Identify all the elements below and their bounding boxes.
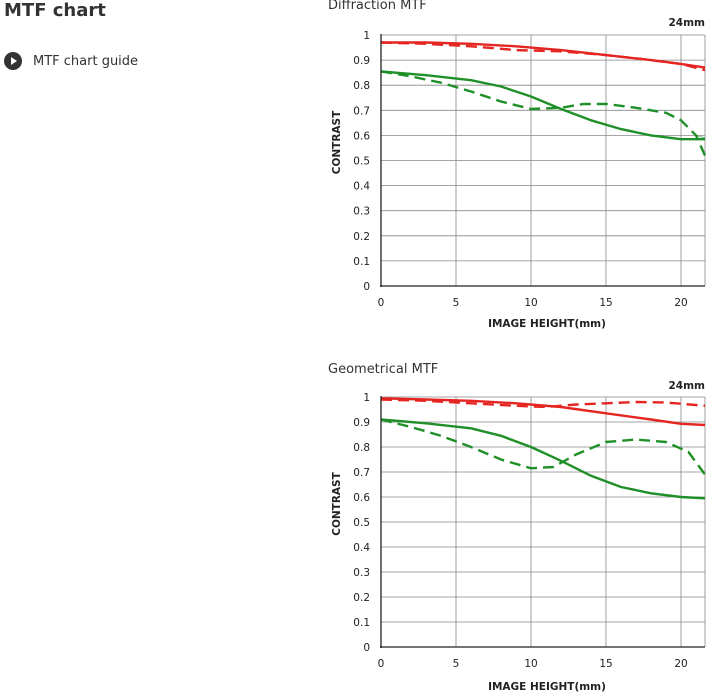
y-axis-label: CONTRAST bbox=[331, 110, 343, 174]
y-tick-label: 0.7 bbox=[353, 467, 370, 479]
geometrical-mtf-plot: 00.10.20.30.40.50.60.70.80.910 5 10 15 20IMA… bbox=[331, 380, 706, 693]
y-tick-label: 0 bbox=[363, 281, 370, 293]
mtf-series-line-1 bbox=[380, 398, 706, 409]
x-tick-label: 15 bbox=[599, 658, 612, 670]
mtf-series-line-2 bbox=[380, 70, 705, 141]
play-triangle-icon bbox=[11, 57, 17, 65]
x-tick-label: 5 bbox=[453, 658, 460, 670]
chart-title: Diffraction MTF bbox=[328, 0, 427, 13]
x-tick-label: 20 bbox=[674, 297, 687, 309]
y-tick-label: 0.2 bbox=[353, 231, 370, 243]
x-tick-label: 20 bbox=[674, 658, 687, 670]
y-axis-label: CONTRAST bbox=[331, 471, 343, 535]
x-tick-label: 15 bbox=[599, 297, 612, 309]
y-tick-label: 0.6 bbox=[353, 492, 370, 504]
diffraction-mtf-chart: Diffraction MTF 0 0.1 0.2 0.3 0.4 0.5 0.6 0.7 0.… bbox=[324, 0, 712, 340]
mtf-series-line-1 bbox=[380, 41, 706, 72]
y-tick-label: 0.3 bbox=[353, 567, 370, 579]
mtf-series-line-4 bbox=[695, 134, 706, 139]
chart-title: Geometrical MTF bbox=[328, 362, 439, 377]
guide-link-label: MTF chart guide bbox=[33, 53, 139, 69]
page-title: MTF chart bbox=[4, 0, 106, 21]
play-circle-icon bbox=[4, 52, 22, 70]
y-tick-label: 0.7 bbox=[353, 105, 370, 117]
x-tick-label: 10 bbox=[524, 297, 537, 309]
mtf-series-line-3 bbox=[380, 418, 706, 476]
y-tick-label: 0.3 bbox=[353, 206, 370, 218]
y-tick-label: 0.8 bbox=[353, 442, 370, 454]
y-tick-label: 0.4 bbox=[353, 181, 370, 193]
mtf-series-line-0 bbox=[381, 41, 706, 69]
y-tick-label: 0.6 bbox=[353, 130, 370, 142]
y-tick-label: 0.9 bbox=[353, 55, 370, 67]
x-axis-label: IMAGE HEIGHT(mm) bbox=[488, 318, 606, 330]
mtf-series-line-2 bbox=[380, 418, 706, 500]
y-tick-label: 0 bbox=[363, 642, 370, 654]
x-tick-label: 5 bbox=[453, 297, 460, 309]
y-tick-label: 0.5 bbox=[353, 156, 370, 168]
diffraction-mtf-plot: 00.10.20.30.40.50.60.70.80.910 5 10 15 20IMA… bbox=[331, 17, 707, 330]
y-tick-label: 1 bbox=[363, 392, 370, 404]
mtf-series-line-0 bbox=[380, 397, 706, 427]
y-tick-label: 0.8 bbox=[353, 80, 370, 92]
y-tick-label: 0.1 bbox=[353, 617, 370, 629]
y-tick-label: 1 bbox=[363, 30, 370, 42]
geometrical-mtf-chart: Geometrical MTF 0 0.1 0.2 0.3 0.4 0.5 0.6 0.7 0.… bbox=[324, 360, 712, 696]
x-tick-label: 0 bbox=[378, 658, 385, 670]
y-tick-label: 0.4 bbox=[353, 542, 370, 554]
x-axis-label: IMAGE HEIGHT(mm) bbox=[488, 681, 606, 693]
focal-length-annotation: 24mm bbox=[669, 17, 706, 29]
y-tick-label: 0.1 bbox=[353, 256, 370, 268]
y-tick-label: 0.2 bbox=[353, 592, 370, 604]
x-tick-label: 0 bbox=[378, 297, 385, 309]
y-tick-label: 0.5 bbox=[353, 517, 370, 529]
focal-length-annotation: 24mm bbox=[669, 380, 706, 392]
y-tick-label: 0.9 bbox=[353, 417, 370, 429]
mtf-series-line-3 bbox=[380, 70, 707, 156]
x-tick-label: 10 bbox=[524, 658, 537, 670]
mtf-chart-guide-link[interactable]: MTF chart guide bbox=[4, 52, 138, 70]
